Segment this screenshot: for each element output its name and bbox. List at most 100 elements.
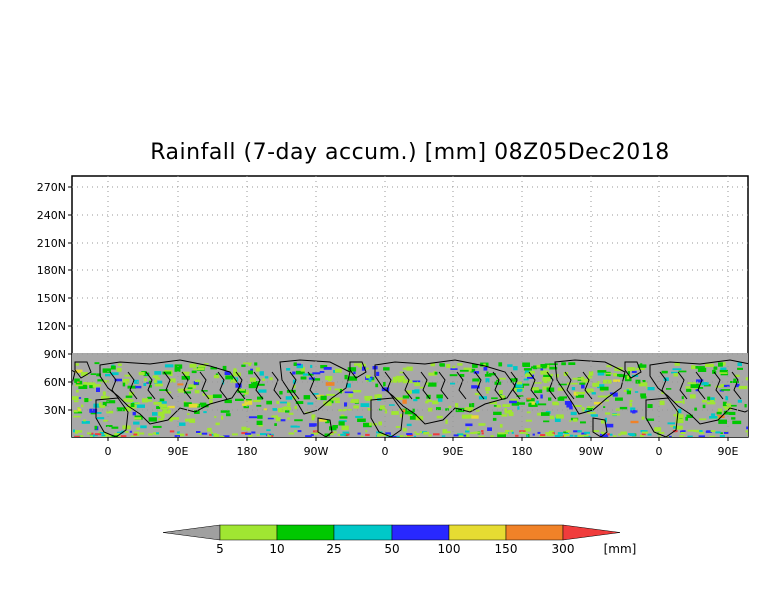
- precip-patch: [458, 435, 464, 437]
- precip-patch: [509, 400, 517, 404]
- precip-patch: [626, 389, 630, 392]
- border-line: [199, 371, 210, 400]
- precip-patch: [426, 399, 432, 402]
- border-line: [0, 372, 6, 399]
- precip-patch: [340, 414, 345, 418]
- precip-patch: [588, 375, 593, 379]
- precip-patch: [134, 379, 139, 384]
- precip-patch: [159, 412, 165, 417]
- precip-patch: [592, 382, 600, 387]
- precip-patch: [312, 372, 321, 375]
- precip-patch: [149, 384, 152, 388]
- precip-patch: [185, 418, 190, 422]
- precip-patch: [103, 419, 109, 422]
- precip-patch: [442, 429, 448, 434]
- precip-patch: [474, 392, 480, 396]
- precip-patch: [243, 362, 252, 365]
- precip-patch: [89, 408, 98, 413]
- precip-patch: [249, 377, 256, 382]
- y-tick-label: 30N: [44, 404, 66, 417]
- precip-patch: [365, 433, 370, 436]
- precip-patch: [402, 367, 407, 370]
- precip-patch: [212, 394, 222, 398]
- precip-patch: [135, 385, 142, 389]
- precip-patch: [357, 418, 366, 422]
- precip-patch: [125, 382, 129, 385]
- precip-patch: [433, 433, 440, 436]
- precip-patch: [681, 396, 684, 400]
- precip-patch: [695, 430, 701, 433]
- precip-patch: [525, 370, 535, 374]
- precip-patch: [251, 381, 259, 385]
- precip-patch: [294, 430, 297, 433]
- precip-patch: [670, 425, 676, 428]
- precip-patch: [253, 399, 261, 403]
- precip-patch: [475, 409, 480, 412]
- precip-patch: [154, 383, 163, 387]
- precip-patch: [191, 370, 197, 374]
- precip-patch: [396, 378, 406, 383]
- precip-patch: [525, 432, 528, 435]
- precip-patch: [312, 393, 319, 395]
- precip-patch: [613, 435, 617, 437]
- precip-patch: [378, 421, 382, 426]
- precip-patch: [430, 363, 435, 367]
- precip-patch: [470, 368, 476, 373]
- x-tick-label: 90E: [718, 445, 739, 458]
- precip-patch: [114, 378, 122, 382]
- precip-patch: [493, 411, 502, 415]
- precip-patch: [160, 404, 167, 407]
- precip-patch: [266, 400, 272, 405]
- precip-patch: [275, 417, 281, 422]
- precip-patch: [510, 378, 514, 383]
- precip-patch: [449, 374, 458, 377]
- precip-patch: [102, 434, 109, 437]
- precip-patch: [238, 389, 245, 391]
- precip-patch: [719, 369, 728, 373]
- precip-patch: [158, 418, 164, 421]
- coastlines: [0, 359, 748, 437]
- precip-patch: [481, 432, 484, 435]
- precip-patch: [350, 400, 359, 403]
- precip-patch: [473, 371, 480, 374]
- precip-patch: [287, 417, 290, 420]
- precip-patch: [563, 435, 566, 437]
- precip-patch: [319, 371, 325, 373]
- precip-patch: [715, 385, 725, 388]
- coastline: [349, 361, 367, 379]
- precip-patch: [523, 368, 532, 371]
- precip-patch: [592, 430, 600, 433]
- precip-patch: [719, 435, 725, 437]
- precip-patch: [94, 433, 102, 436]
- colorbar-tick-label: 100: [438, 542, 461, 556]
- precip-patch: [166, 391, 172, 394]
- precip-patch: [472, 363, 478, 368]
- precip-patch: [732, 420, 742, 425]
- precip-patch: [404, 410, 414, 415]
- precip-patch: [674, 425, 683, 430]
- precip-patch: [445, 419, 448, 424]
- precip-patch: [513, 366, 518, 371]
- precip-patch: [661, 370, 668, 374]
- precip-patch: [92, 384, 101, 387]
- precip-patch: [379, 434, 386, 437]
- precip-patch: [516, 395, 524, 397]
- precip-patch: [224, 399, 232, 404]
- precip-patch: [96, 373, 101, 377]
- map-title: Rainfall (7-day accum.) [mm] 08Z05Dec201…: [150, 140, 670, 165]
- precip-patch: [415, 433, 420, 436]
- precip-patch: [599, 433, 609, 437]
- precip-patch: [257, 415, 263, 419]
- precip-patch: [154, 377, 161, 380]
- precip-patch: [473, 431, 480, 434]
- precip-patch: [731, 417, 736, 420]
- precip-patch: [124, 374, 132, 377]
- coastline: [95, 397, 129, 437]
- precip-patch: [245, 432, 252, 435]
- precip-patch: [637, 364, 647, 368]
- precip-patch: [534, 382, 542, 384]
- precip-patch: [573, 430, 580, 433]
- precip-patch: [262, 378, 266, 381]
- precip-patch: [285, 396, 293, 400]
- precip-patch: [406, 390, 412, 394]
